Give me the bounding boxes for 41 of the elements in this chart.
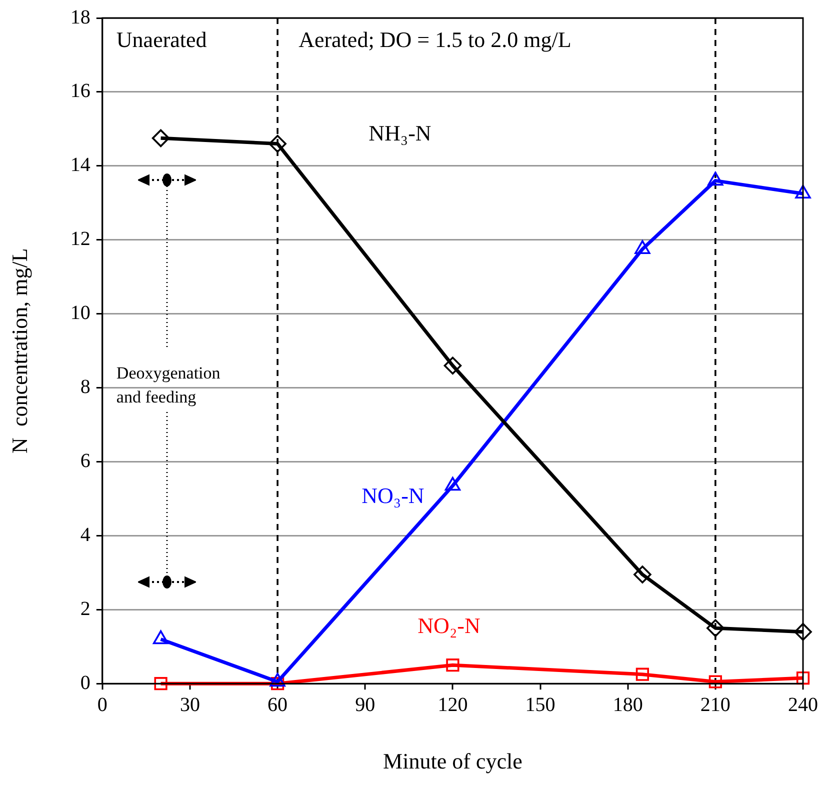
point [154,677,168,690]
y-tick-label: 6 [80,450,90,472]
point [708,675,722,688]
x-tick-label: 90 [355,694,376,716]
annotation: Deoxygenation and feeding [116,364,221,407]
x-tick-label: 240 [788,694,818,716]
x-tick-label: 150 [525,694,556,716]
y-tick-label: 2 [80,598,90,620]
annotation: Aerated; DO = 1.5 to 2.0 mg/L [298,27,572,52]
annotation: Unaerated [116,27,207,52]
point [706,619,724,638]
x-tick-label: 210 [700,694,730,716]
x-tick-label: 60 [268,694,288,716]
point [270,677,284,690]
y-tick-label: 18 [70,6,90,28]
series-label: NO₂-N [418,612,480,638]
point [708,172,724,186]
y-tick-label: 4 [80,524,90,546]
point [444,356,462,374]
x-tick-label: 30 [180,694,200,716]
point [634,240,650,254]
y-tick-label: 10 [70,302,90,324]
y-tick-label: 14 [70,154,90,176]
x-tick-label: 180 [612,694,643,716]
y-tick-label: 12 [70,228,90,250]
point [444,476,461,491]
x-axis-title: Minute of cycle [383,748,522,774]
x-tick-label: 0 [97,694,108,716]
point [636,668,650,681]
y-tick-label: 8 [80,376,90,398]
series-label: NO₃-N [362,483,424,508]
point [446,658,460,672]
point [634,566,652,584]
point [795,184,811,199]
y-tick-label: 0 [80,672,90,694]
x-tick-label: 120 [438,694,468,716]
y-tick-label: 16 [70,80,90,102]
point [794,622,812,641]
text: NH₃-N [368,120,432,146]
y-axis-title: N concentration, mg/L [6,248,32,454]
point [796,671,810,685]
